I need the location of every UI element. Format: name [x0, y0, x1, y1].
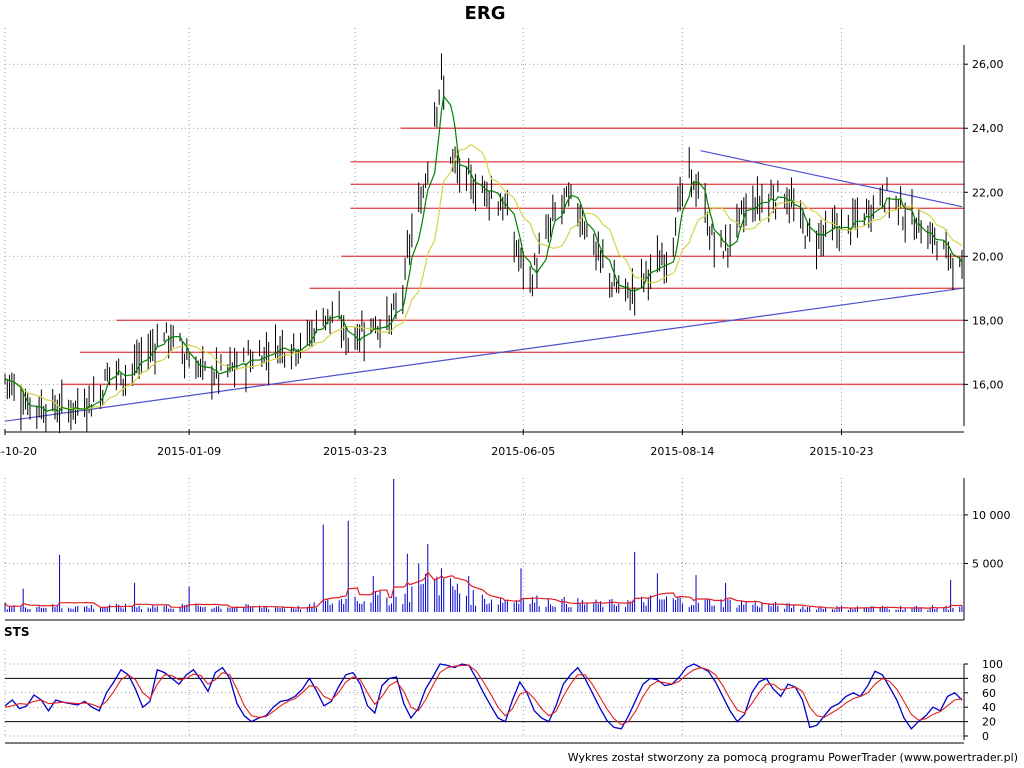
sts-label: STS	[4, 625, 29, 639]
price-tick-label: 22,00	[972, 186, 1004, 199]
sts-reference-levels	[5, 677, 964, 723]
x-tick-label: 2015-08-14	[650, 445, 714, 458]
x-tick-label: 2014-10-20	[0, 445, 37, 458]
sts-d-line	[4, 664, 963, 726]
volume-bars	[4, 478, 963, 612]
sts-tick-label: 0	[982, 730, 989, 743]
trendline	[700, 150, 963, 208]
volume-average-line	[4, 570, 963, 609]
price-y-axis: 16,00 18,00 20,00 22,00 24,00 26,00	[963, 45, 1004, 426]
price-tick-label: 16,00	[972, 378, 1004, 391]
sts-tick-label: 100	[982, 658, 1003, 671]
price-tick-label: 20,00	[972, 250, 1004, 263]
fast-moving-average	[4, 94, 963, 413]
sts-k-line	[4, 663, 963, 730]
price-tick-label: 26,00	[972, 58, 1004, 71]
slow-moving-average	[4, 144, 963, 410]
grid	[4, 28, 964, 737]
volume-panel: 5 000 10 000	[4, 478, 1011, 621]
x-tick-label: 2015-10-23	[810, 445, 874, 458]
chart-title: ERG	[465, 3, 506, 24]
x-tick-label: 2015-06-05	[491, 445, 555, 458]
price-panel: ERG 16,00 18,00 20,00 22,00 24,00 26,00 2014-…	[0, 3, 1004, 458]
volume-y-axis: 5 000 10 000	[5, 478, 1011, 621]
trendline	[4, 287, 963, 422]
x-tick-label: 2015-01-09	[157, 445, 221, 458]
footer-credit: Wykres został stworzony za pomocą progra…	[568, 751, 1018, 764]
volume-tick-label: 5 000	[972, 557, 1004, 570]
sts-tick-label: 60	[982, 687, 996, 700]
x-tick-label: 2015-03-23	[323, 445, 387, 458]
price-tick-label: 18,00	[972, 314, 1004, 327]
sts-tick-label: 20	[982, 716, 996, 729]
sts-tick-label: 80	[982, 672, 996, 685]
ohlc-bars	[4, 53, 963, 434]
sts-tick-label: 40	[982, 701, 996, 714]
date-x-axis: 2014-10-20 2015-01-09 2015-03-23 2015-06-05…	[0, 429, 964, 458]
volume-tick-label: 10 000	[972, 509, 1011, 522]
trendlines	[4, 150, 963, 422]
price-tick-label: 24,00	[972, 122, 1004, 135]
